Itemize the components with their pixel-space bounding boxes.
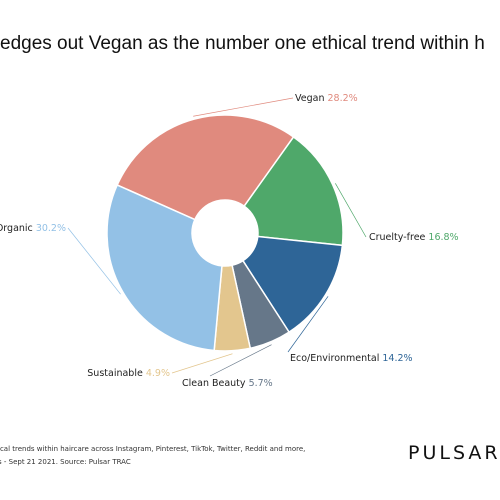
- footnote-line-2: s - Sept 21 2021. Source: Pulsar TRAC: [0, 458, 131, 466]
- brand-logo: PULSAR: [408, 442, 500, 464]
- leader-line: [209, 344, 272, 377]
- slice-label: Cruelty-free 16.8%: [369, 232, 459, 243]
- footnote-line-1: ical trends within haircare across Insta…: [0, 445, 306, 453]
- slice-label-name: Eco/Environmental: [290, 353, 382, 364]
- slice-cruelty-free: [243, 135, 344, 247]
- slice-label-value: 28.2%: [328, 93, 358, 104]
- slice-vegan: [116, 114, 295, 221]
- slice-label-value: 30.2%: [36, 223, 66, 234]
- slice-label: Organic 30.2%: [0, 223, 66, 234]
- slice-label-name: Sustainable: [87, 368, 146, 379]
- slice-label: Vegan 28.2%: [295, 93, 358, 104]
- leader-line: [335, 183, 367, 238]
- leader-line: [193, 97, 294, 117]
- slice-label-name: Organic: [0, 223, 36, 234]
- slice-label-value: 5.7%: [249, 378, 273, 389]
- leader-line: [171, 353, 233, 374]
- leader-line: [67, 227, 121, 295]
- slice-label: Clean Beauty 5.7%: [182, 378, 273, 389]
- slice-organic: [106, 184, 223, 352]
- slice-label-name: Vegan: [295, 93, 328, 104]
- slice-label-value: 14.2%: [382, 353, 412, 364]
- slice-eco-environmental: [241, 235, 344, 334]
- slice-label: Eco/Environmental 14.2%: [290, 353, 413, 364]
- slice-label-name: Cruelty-free: [369, 232, 428, 243]
- leader-line: [287, 296, 329, 353]
- slice-label-value: 4.9%: [146, 368, 170, 379]
- slice-label: Sustainable 4.9%: [87, 368, 170, 379]
- chart-title: edges out Vegan as the number one ethica…: [0, 33, 485, 54]
- slice-label-value: 16.8%: [428, 232, 458, 243]
- chart-footnote: ical trends within haircare across Insta…: [0, 443, 305, 469]
- slice-label-name: Clean Beauty: [182, 378, 249, 389]
